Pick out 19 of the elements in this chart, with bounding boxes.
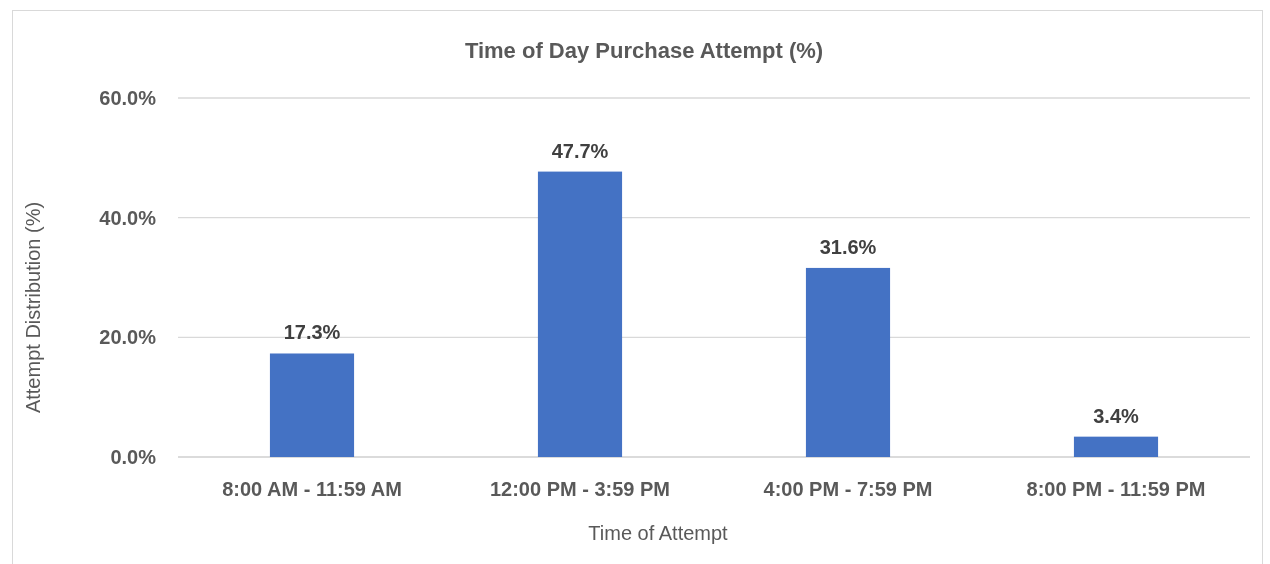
bar (805, 267, 891, 457)
y-tick-label: 0.0% (110, 446, 157, 468)
x-tick-label: 4:00 PM - 7:59 PM (763, 478, 933, 500)
data-label: 3.4% (1093, 404, 1140, 427)
y-tick-label: 40.0% (99, 206, 157, 229)
data-label: 31.6% (819, 235, 877, 258)
bar (1073, 436, 1159, 457)
x-axis-title: Time of Attempt (588, 522, 729, 544)
y-tick-label: 60.0% (99, 87, 157, 109)
x-tick-label: 8:00 PM - 11:59 PM (1026, 478, 1206, 500)
x-tick-label: 12:00 PM - 3:59 PM (489, 478, 671, 500)
y-tick-label: 20.0% (99, 326, 157, 349)
chart-title: Time of Day Purchase Attempt (%) (464, 38, 824, 63)
y-axis-title: Attempt Distribution (%) (22, 201, 44, 414)
data-label: 17.3% (283, 321, 341, 344)
x-tick-label: 8:00 AM - 11:59 AM (222, 478, 402, 500)
bar (537, 171, 623, 457)
bar (269, 353, 355, 457)
data-label: 47.7% (551, 139, 609, 162)
